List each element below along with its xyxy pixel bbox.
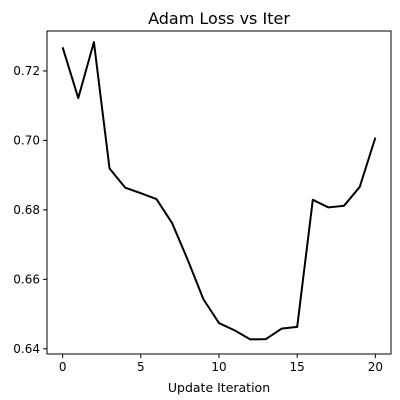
axis-ticks: 0 5 10 15 20 0.64 0.66 0.68 0.70 0.72: [13, 64, 383, 374]
y-tick-label: 0.66: [13, 272, 40, 286]
y-tick-label: 0.64: [13, 342, 40, 356]
x-tick-label: 20: [368, 360, 383, 374]
x-tick-label: 0: [59, 360, 67, 374]
x-tick-label: 10: [211, 360, 226, 374]
x-tick-label: 5: [137, 360, 145, 374]
y-tick-label: 0.72: [13, 64, 40, 78]
x-tick-label: 15: [290, 360, 305, 374]
y-tick-label: 0.70: [13, 133, 40, 147]
x-axis-label: Update Iteration: [168, 380, 270, 395]
chart-title: Adam Loss vs Iter: [148, 9, 290, 28]
y-tick-label: 0.68: [13, 203, 40, 217]
series-line: [61, 41, 377, 341]
